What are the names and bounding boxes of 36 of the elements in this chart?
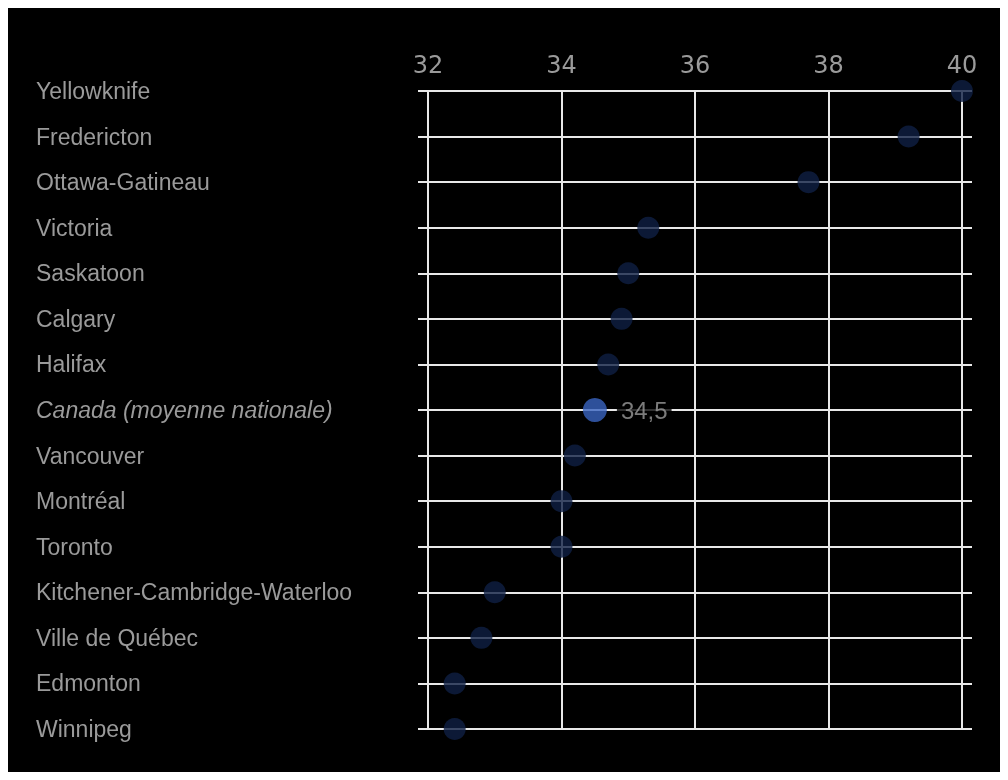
point bbox=[563, 444, 586, 467]
y-tick-label: Saskatoon bbox=[36, 260, 145, 287]
y-tick-label: Kitchener-Cambridge-Waterloo bbox=[36, 579, 353, 606]
y-tick-label: Ville de Québec bbox=[36, 624, 198, 651]
point bbox=[443, 672, 466, 695]
point bbox=[483, 581, 506, 604]
y-tick-label: Calgary bbox=[36, 305, 116, 332]
point bbox=[443, 718, 466, 740]
point bbox=[470, 626, 493, 649]
y-tick-label: Canada (moyenne nationale) bbox=[36, 397, 333, 423]
point bbox=[637, 216, 660, 239]
y-tick-label: Yellowknife bbox=[36, 78, 151, 104]
point bbox=[897, 125, 920, 148]
y-tick-label: Montréal bbox=[36, 488, 126, 515]
y-tick-label: Edmonton bbox=[36, 670, 141, 697]
point bbox=[951, 80, 973, 102]
point bbox=[550, 535, 573, 558]
point bbox=[550, 490, 573, 513]
y-tick-label: Ottawa-Gatineau bbox=[36, 169, 210, 196]
y-tick-label: Winnipeg bbox=[36, 716, 132, 742]
point bbox=[617, 262, 640, 285]
x-tick-label: 34 bbox=[546, 51, 577, 79]
y-tick-label: Toronto bbox=[36, 533, 113, 560]
x-tick-label: 40 bbox=[946, 51, 978, 79]
point bbox=[797, 171, 820, 194]
x-tick-label: 32 bbox=[412, 51, 444, 79]
point bbox=[610, 307, 633, 330]
x-tick-label: 36 bbox=[679, 51, 711, 79]
y-tick-label: Victoria bbox=[36, 214, 113, 241]
y-tick-label: Vancouver bbox=[36, 442, 145, 469]
point bbox=[582, 398, 607, 422]
data-label: 34,5 bbox=[620, 396, 668, 424]
y-tick-label: Halifax bbox=[36, 351, 107, 378]
point bbox=[597, 353, 620, 376]
x-tick-label: 38 bbox=[813, 51, 844, 79]
y-tick-label: Fredericton bbox=[36, 123, 153, 150]
